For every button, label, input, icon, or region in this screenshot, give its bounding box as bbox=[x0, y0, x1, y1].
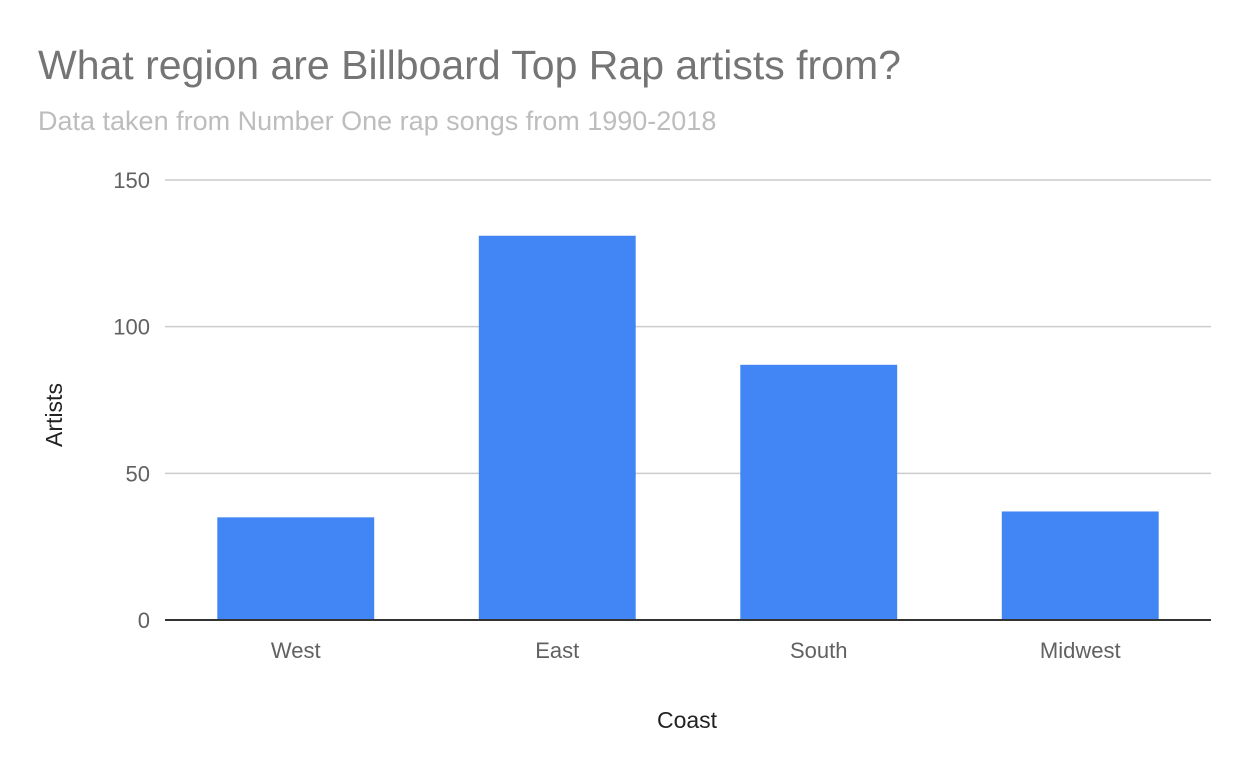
y-tick-label: 150 bbox=[113, 168, 150, 193]
y-tick-label: 50 bbox=[126, 461, 150, 486]
chart-title: What region are Billboard Top Rap artist… bbox=[38, 42, 901, 88]
y-tick-label: 100 bbox=[113, 315, 150, 340]
x-tick-label: South bbox=[790, 638, 848, 663]
y-tick-label: 0 bbox=[138, 608, 150, 633]
y-axis-label: Artists bbox=[41, 383, 67, 447]
y-tick-labels: 0 50 100 150 bbox=[113, 168, 150, 633]
x-tick-label: Midwest bbox=[1040, 638, 1121, 663]
chart-subtitle: Data taken from Number One rap songs fro… bbox=[38, 106, 717, 136]
bar-west bbox=[217, 517, 375, 620]
x-tick-label: West bbox=[271, 638, 321, 663]
x-axis-label: Coast bbox=[657, 707, 718, 733]
bar-east bbox=[478, 235, 636, 620]
x-tick-label: East bbox=[535, 638, 579, 663]
x-tick-labels: West East South Midwest bbox=[271, 638, 1121, 663]
gridlines bbox=[165, 179, 1211, 475]
bar-midwest bbox=[1001, 511, 1159, 620]
bar-south bbox=[740, 364, 898, 620]
bars bbox=[217, 235, 1159, 620]
